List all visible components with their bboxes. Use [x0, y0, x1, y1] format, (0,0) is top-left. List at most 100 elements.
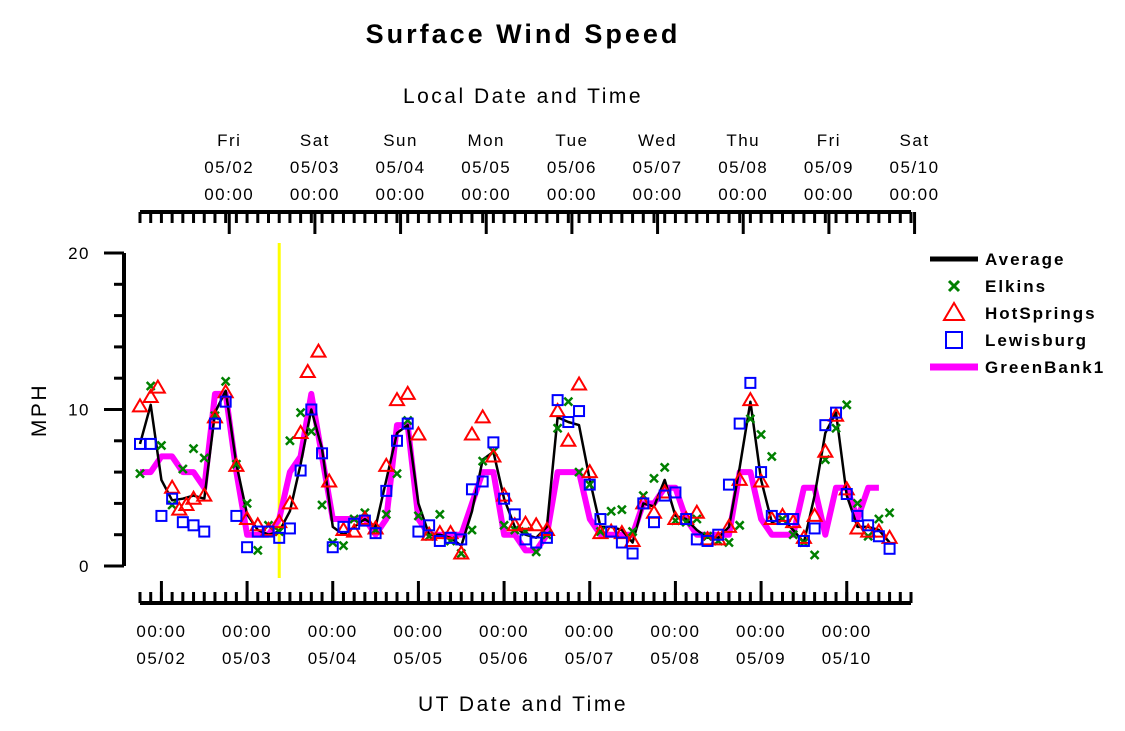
hotsprings-point	[131, 397, 149, 413]
legend-label: GreenBank1	[985, 358, 1105, 377]
hotsprings-point	[538, 521, 556, 537]
lewisburg-point	[872, 530, 885, 543]
elkins-point	[177, 464, 188, 474]
bottom-tick-date-label: 05/05	[393, 649, 443, 668]
elkins-point	[167, 500, 178, 510]
elkins-point	[809, 550, 820, 560]
hotsprings-point	[848, 519, 867, 535]
elkins-point	[852, 498, 863, 509]
bottom-tick-date-label: 05/04	[308, 649, 358, 668]
hotsprings-point	[141, 387, 160, 403]
hotsprings-point	[688, 503, 706, 519]
top-tick-day-label: Fri	[217, 131, 241, 150]
lewisburg-point	[305, 403, 318, 416]
legend-item-lewisburg: Lewisburg	[945, 331, 1086, 350]
elkins-point	[156, 440, 167, 451]
lewisburg-point	[562, 416, 575, 429]
lewisburg-point	[166, 492, 179, 505]
top-tick-day-label: Thu	[726, 131, 760, 150]
lewisburg-point	[391, 434, 403, 447]
elkins-point	[477, 456, 488, 467]
legend-label: HotSprings	[985, 304, 1097, 323]
top-tick-date-label: 05/06	[547, 158, 597, 177]
legend-label: Average	[985, 250, 1065, 269]
bottom-tick-date-label: 05/07	[565, 649, 615, 668]
elkins-point	[659, 462, 670, 473]
legend-label: Elkins	[985, 277, 1047, 296]
lewisburg-point	[230, 509, 243, 522]
hotsprings-point	[816, 442, 835, 458]
hotsprings-point	[420, 525, 438, 541]
lewisburg-point	[540, 531, 553, 544]
elkins-point	[413, 511, 424, 521]
top-tick-day-label: Mon	[467, 131, 505, 150]
lewisburg-point	[262, 525, 275, 538]
elkins-point	[434, 509, 445, 520]
bottom-tick-date-label: 05/08	[650, 649, 700, 668]
series-layer	[131, 342, 899, 560]
hotsprings-point	[249, 516, 267, 532]
bottom-tick-time-label: 00:00	[736, 622, 786, 641]
elkins-point	[691, 514, 702, 524]
hotsprings-point	[320, 472, 338, 488]
elkins-point	[627, 526, 638, 537]
hotsprings-point	[591, 524, 610, 540]
chart-title: Surface Wind Speed	[366, 19, 681, 49]
lewisburg-point	[176, 516, 189, 529]
lewisburg-point	[701, 534, 714, 547]
elkins-point	[873, 514, 884, 524]
elkins-point	[616, 504, 627, 515]
legend-swatch-x	[947, 279, 961, 293]
hotsprings-point	[516, 514, 535, 530]
elkins-point	[499, 520, 509, 531]
lewisburg-point	[498, 492, 511, 505]
top-tick-day-label: Wed	[638, 131, 677, 150]
y-tick-label: 10	[68, 401, 90, 420]
top-tick-time-label: 00:00	[804, 185, 854, 204]
hotsprings-point	[720, 517, 738, 533]
hotsprings-point	[463, 425, 481, 441]
elkins-point	[649, 473, 659, 484]
hotsprings-point	[238, 510, 256, 526]
lewisburg-point	[187, 519, 200, 532]
bottom-tick-time-label: 00:00	[565, 622, 615, 641]
hotsprings-point	[623, 531, 642, 547]
bottom-tick-date-label: 05/02	[136, 649, 186, 668]
bottom-tick-time-label: 00:00	[308, 622, 358, 641]
elkins-point	[338, 540, 349, 551]
lewisburg-point	[144, 437, 157, 450]
bottom-tick-time-label: 00:00	[222, 622, 272, 641]
hotsprings-point	[356, 510, 374, 526]
elkins-point	[563, 396, 574, 407]
top-tick-time-label: 00:00	[461, 185, 511, 204]
lewisburg-point	[830, 406, 843, 419]
bottom-tick-date-label: 05/03	[222, 649, 272, 668]
hotsprings-point	[163, 478, 181, 494]
legend-item-average: Average	[930, 250, 1065, 269]
legend-item-greenbank1: GreenBank1	[930, 358, 1105, 377]
bottom-tick-time-label: 00:00	[650, 622, 700, 641]
lewisburg-point	[583, 478, 596, 491]
elkins-point	[584, 479, 595, 490]
top-tick-date-label: 05/02	[204, 158, 254, 177]
lewisburg-point	[401, 417, 414, 430]
lewisburg-point	[755, 466, 768, 479]
lewisburg-point	[680, 513, 693, 526]
lewisburg-point	[369, 527, 382, 540]
lewisburg-point	[605, 525, 618, 538]
top-tick-date-label: 05/09	[804, 158, 854, 177]
hotsprings-point	[741, 391, 760, 407]
top-tick-time-label: 00:00	[204, 185, 254, 204]
hotsprings-point	[473, 408, 492, 424]
hotsprings-point	[452, 544, 470, 560]
lewisburg-point	[637, 497, 650, 510]
hotsprings-point	[548, 402, 567, 418]
lewisburg-point	[241, 541, 254, 554]
hotsprings-point	[206, 408, 224, 424]
elkins-point	[831, 423, 841, 434]
lewisburg-point	[326, 541, 339, 554]
top-tick-time-label: 00:00	[376, 185, 426, 204]
bottom-tick-time-label: 00:00	[822, 622, 872, 641]
top-tick-day-label: Sat	[300, 131, 330, 150]
